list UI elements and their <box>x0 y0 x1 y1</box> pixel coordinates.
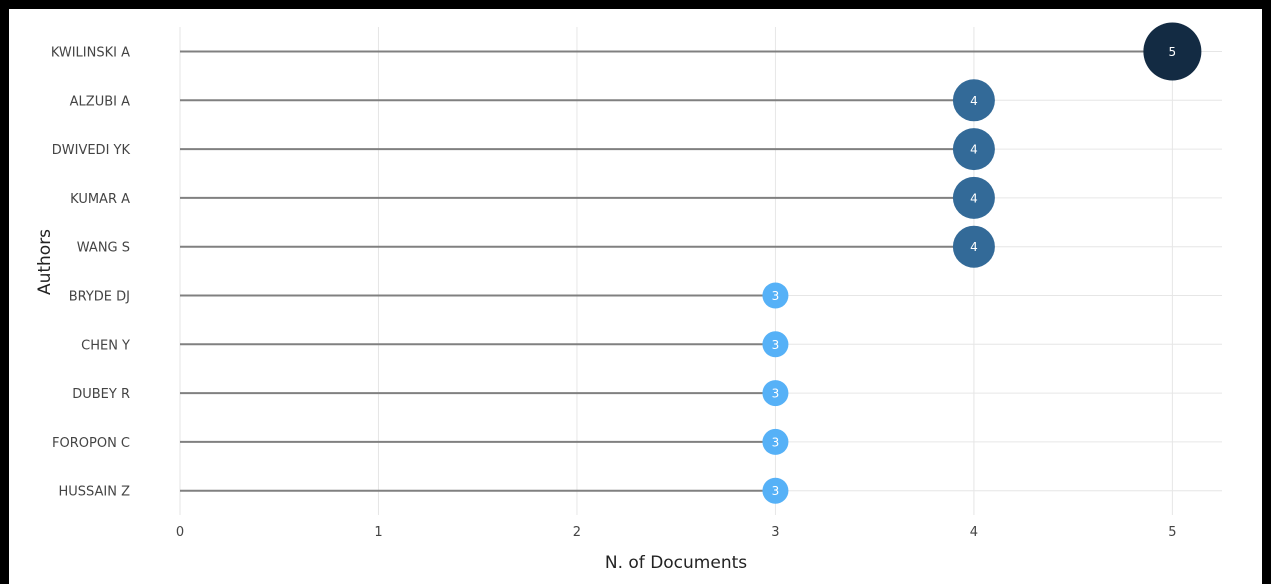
bubble-value-label: 3 <box>772 387 780 401</box>
bubble-point <box>952 225 995 268</box>
bubble-value-label: 5 <box>1169 45 1177 59</box>
x-tick-label: 3 <box>771 525 779 540</box>
y-tick-label: WANG S <box>77 241 130 256</box>
y-tick-label: DWIVEDI YK <box>52 143 131 158</box>
bubble-point <box>952 176 995 219</box>
bubble-value-label: 3 <box>772 484 780 498</box>
y-axis-title: Authors <box>35 229 55 295</box>
x-axis-title: N. of Documents <box>605 553 747 573</box>
x-tick-label: 5 <box>1168 525 1176 540</box>
bubble-point <box>762 428 789 455</box>
bubble-point <box>1143 22 1202 81</box>
bubble-value-label: 4 <box>970 240 978 254</box>
bubble-point <box>952 79 995 122</box>
bubble-point <box>762 331 789 358</box>
x-tick-label: 1 <box>374 525 382 540</box>
y-tick-label: KUMAR A <box>70 192 130 207</box>
bubble-value-label: 4 <box>970 94 978 108</box>
x-tick-labels: 0 1 2 3 4 5 <box>176 525 1177 540</box>
y-tick-label: BRYDE DJ <box>69 290 130 305</box>
x-tick-label: 4 <box>970 525 978 540</box>
y-tick-label: DUBEY R <box>72 387 130 402</box>
y-tick-labels: KWILINSKI A ALZUBI A DWIVEDI YK KUMAR A WANG… <box>51 46 131 500</box>
y-tick-label: HUSSAIN Z <box>58 485 130 500</box>
y-tick-label: FOROPON C <box>52 436 130 451</box>
y-tick-label: ALZUBI A <box>70 94 130 109</box>
x-tick-label: 2 <box>573 525 581 540</box>
y-tick-label: KWILINSKI A <box>51 46 130 61</box>
bubble-value-label: 4 <box>970 191 978 205</box>
bubble-value-label: 4 <box>970 143 978 157</box>
bubble-value-label: 3 <box>772 338 780 352</box>
bubble-value-label: 3 <box>772 289 780 303</box>
x-tick-label: 0 <box>176 525 184 540</box>
y-tick-label: CHEN Y <box>81 338 130 353</box>
bubble-point <box>952 128 995 171</box>
bubble-point <box>762 380 789 407</box>
bubble-value-label: 3 <box>772 435 780 449</box>
bubble-point <box>762 282 789 309</box>
stems <box>180 50 1173 492</box>
bubble-point <box>762 477 789 504</box>
bubbles: 5 4 4 4 4 3 3 3 3 3 <box>762 22 1202 504</box>
